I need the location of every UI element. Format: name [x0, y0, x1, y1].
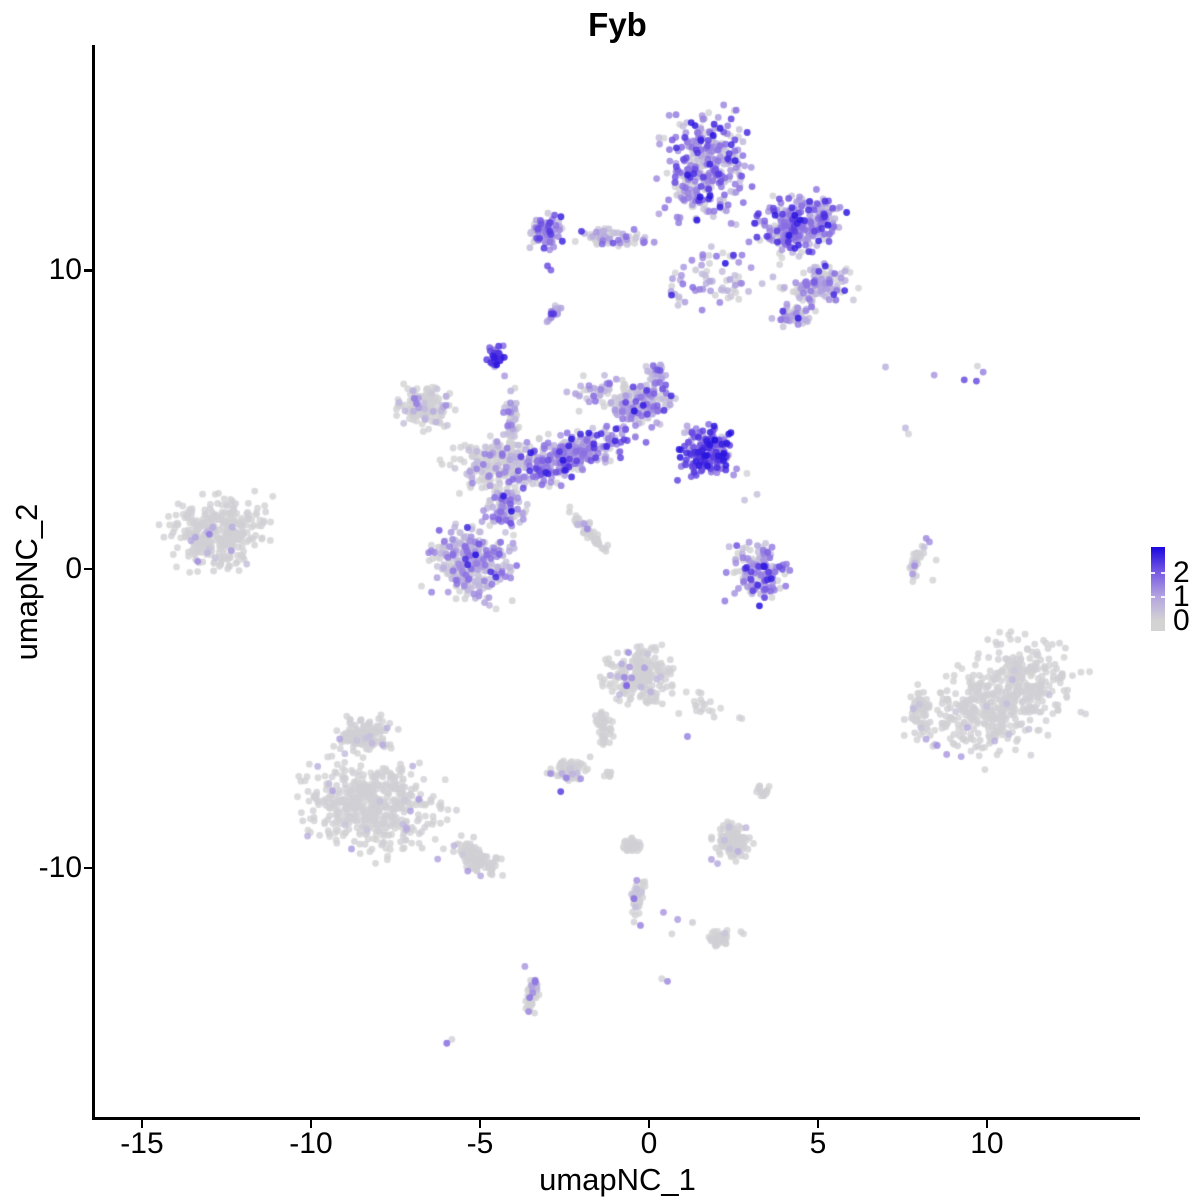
x-tick-label: -15	[120, 1127, 164, 1160]
x-tick-mark	[140, 1119, 144, 1128]
x-axis-line	[92, 1117, 1140, 1120]
x-tick-mark	[816, 1119, 820, 1128]
legend-tick-mark	[1151, 595, 1155, 598]
y-tick-mark	[84, 567, 93, 571]
legend-gradient-bar	[1151, 547, 1165, 631]
legend-tick-mark	[1151, 572, 1155, 575]
x-tick-label: -5	[466, 1127, 494, 1160]
x-tick-label: 10	[970, 1127, 1004, 1160]
x-tick-mark	[647, 1119, 651, 1128]
x-tick-mark	[478, 1119, 482, 1128]
y-tick-label: -10	[38, 851, 82, 885]
x-tick-label: -10	[289, 1127, 333, 1160]
legend-tick-mark	[1161, 572, 1165, 575]
legend-tick-label: 1	[1173, 579, 1190, 613]
y-tick-mark	[84, 866, 93, 870]
y-axis-title: umapNC_2	[9, 503, 44, 661]
y-tick-label: 10	[48, 253, 82, 287]
y-tick-label: 0	[65, 552, 82, 586]
y-axis-line	[92, 45, 95, 1120]
legend-tick-label: 0	[1173, 603, 1190, 637]
legend-tick-mark	[1161, 595, 1165, 598]
y-tick-mark	[84, 268, 93, 272]
x-tick-label: 0	[640, 1127, 658, 1160]
x-tick-mark	[309, 1119, 313, 1128]
x-tick-mark	[985, 1119, 989, 1128]
legend-tick-label: 2	[1173, 556, 1190, 590]
x-axis-title: umapNC_1	[539, 1162, 696, 1197]
x-tick-label: 5	[809, 1127, 827, 1160]
